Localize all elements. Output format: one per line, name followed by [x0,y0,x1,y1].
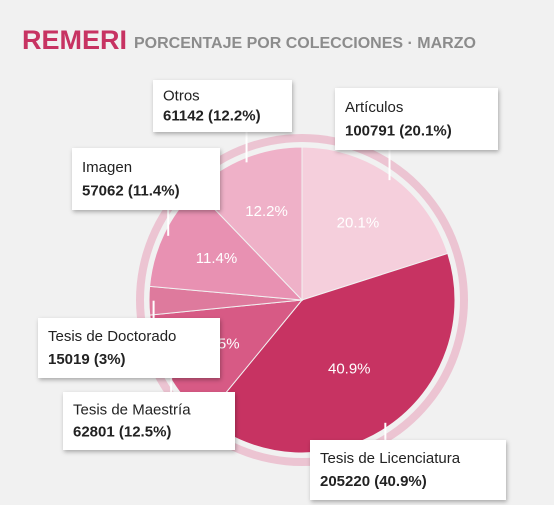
slice-label: 40.9% [328,361,371,378]
callout-detail: 15019 (3%) [48,351,126,368]
callout-category: Tesis de Maestría [73,402,191,419]
callout-detail: 62801 (12.5%) [73,424,171,441]
callout-box [335,88,498,150]
slice-label: 12.2% [245,203,288,220]
slice-label: 11.4% [196,250,237,267]
callout-detail: 205220 (40.9%) [320,473,427,490]
callout-detail: 57062 (11.4%) [82,182,180,199]
callout-box [38,318,220,378]
callout-category: Otros [163,88,200,105]
callout-category: Tesis de Doctorado [48,328,176,345]
chart-title: REMERI [22,25,127,55]
callout-box [153,80,292,132]
callout-category: Artículos [345,99,403,116]
pie-slice [204,252,456,454]
callout-detail: 100791 (20.1%) [345,122,452,139]
slice-label: 20.1% [337,214,380,231]
callout-box [63,392,235,450]
chart-subtitle: PORCENTAJE POR COLECCIONES · MARZO [134,35,476,52]
callout-box [72,148,220,210]
pie-slice [301,146,449,301]
callout-box [310,440,506,500]
callout-category: Imagen [82,159,132,176]
callout-detail: 61142 (12.2%) [163,107,261,124]
callout-category: Tesis de Licenciatura [320,450,461,467]
